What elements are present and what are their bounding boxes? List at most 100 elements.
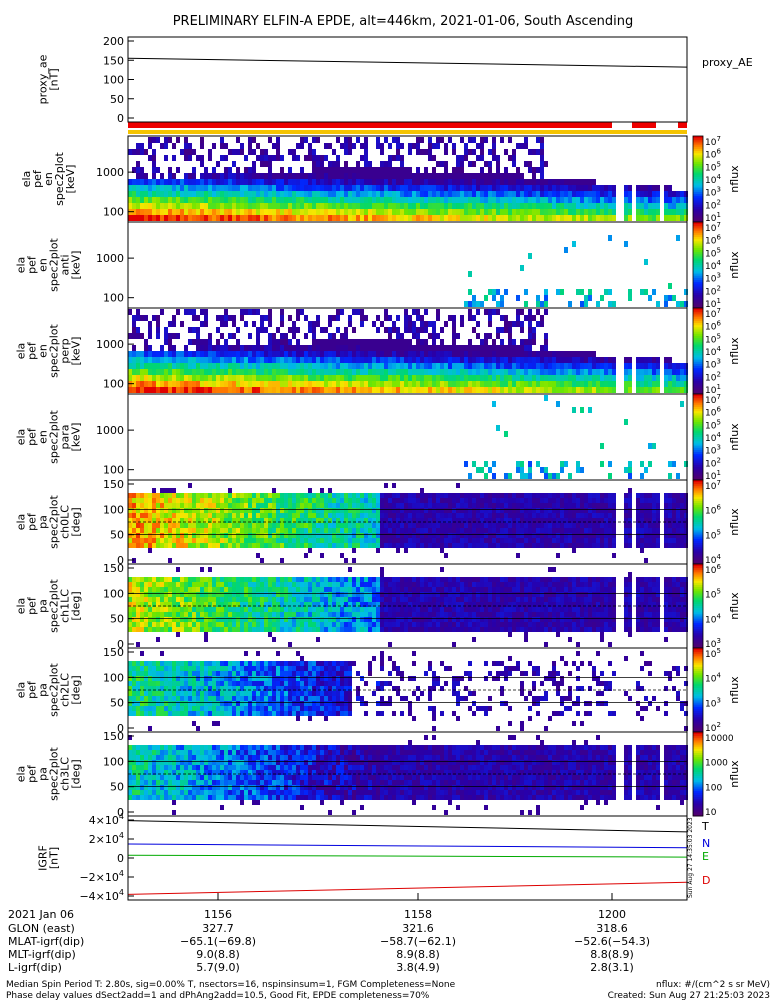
y-label-line: pa (37, 515, 50, 529)
spectrogram-cell (384, 179, 388, 185)
spectrogram-cell (232, 209, 236, 215)
spectrogram-cell (456, 345, 460, 351)
spectrogram-cell (436, 498, 440, 503)
spectrogram-cell (200, 309, 204, 315)
spectrogram-cell (304, 363, 308, 369)
spectrogram-cell (432, 167, 436, 173)
spectrogram-cell (436, 518, 440, 523)
spectrogram-cell (544, 363, 548, 369)
spectrogram-cell (624, 419, 628, 425)
spectrogram-cell (244, 345, 248, 351)
spectrogram-cell (272, 375, 276, 381)
colorbar-tick-label: 107 (705, 135, 721, 148)
spectrogram-cell (476, 179, 480, 185)
spectrogram-cell (420, 137, 424, 143)
spectrogram-cell (144, 173, 148, 179)
spectrogram-cell (260, 351, 264, 357)
spectrogram-cell (540, 155, 544, 161)
spectrogram-cell (500, 493, 504, 498)
spectrogram-cell (552, 351, 556, 357)
spectrogram-cell (420, 518, 424, 523)
spectrogram-cell (524, 185, 528, 191)
spectrogram-cell (296, 315, 300, 321)
spectrogram-cell (540, 543, 544, 548)
data-flag-bar (128, 122, 687, 134)
spectrogram-cell (640, 473, 644, 479)
colorbar-step (693, 517, 703, 521)
spectrogram-cell (568, 363, 572, 369)
spectrogram-cell (460, 179, 464, 185)
spectrogram-cell (628, 289, 632, 295)
spectrogram-cell (648, 363, 652, 369)
spectrogram-cell (492, 503, 496, 508)
spectrogram-cell (328, 191, 332, 197)
spectrogram-cell (564, 215, 568, 221)
colorbar-step (693, 389, 703, 393)
spectrogram-cell (180, 381, 184, 387)
spectrogram-cell (252, 209, 256, 215)
spectrogram-cell (168, 137, 172, 143)
spectrogram-cell (340, 363, 344, 369)
spectrogram-cell (344, 167, 348, 173)
spectrogram-cell (332, 523, 336, 528)
spectrogram-cell (272, 518, 276, 523)
spectrogram-cell (400, 528, 404, 533)
spectrogram-cell (136, 533, 140, 538)
spectrogram-cell (236, 602, 240, 607)
spectrogram-cell (316, 375, 320, 381)
spectrogram-cell (456, 173, 460, 179)
colorbar-step (693, 432, 703, 436)
spectrogram-cell (260, 345, 264, 351)
spectrogram-cell (412, 518, 416, 523)
spectrogram-cell (276, 339, 280, 345)
spectrogram-cell (360, 498, 364, 503)
colorbar-step (693, 480, 703, 483)
spectrogram-cell (264, 215, 268, 221)
spectrogram-cell (224, 622, 228, 627)
spectrogram-cell (220, 315, 224, 321)
spectrogram-cell (264, 191, 268, 197)
spectrogram-cell (232, 173, 236, 179)
spectrogram-cell (592, 528, 596, 533)
spectrogram-cell (296, 179, 300, 185)
spectrogram-cell (636, 518, 640, 523)
colorbar-step (693, 513, 703, 517)
spectrogram-cell (684, 197, 688, 203)
spectrogram-cell (580, 357, 584, 363)
colorbar-step (693, 522, 703, 525)
spectrogram-cell (160, 493, 164, 498)
spectrogram-cell (164, 363, 168, 369)
spectrogram-cell (380, 498, 384, 503)
spectrogram-cell (172, 333, 176, 339)
spectrogram-cell (168, 203, 172, 209)
spectrogram-cell (396, 315, 400, 321)
spectrogram-cell (176, 369, 180, 375)
spectrogram-cell (644, 357, 648, 363)
spectrogram-cell (568, 369, 572, 375)
colorbar-step (693, 426, 703, 429)
spectrogram-cell (348, 528, 352, 533)
spectrogram-cell (208, 209, 212, 215)
spectrogram-cell (232, 508, 236, 513)
spectrogram-cell (552, 493, 556, 498)
spectrogram-cell (204, 387, 208, 393)
spectrogram-cell (348, 143, 352, 149)
spectrogram-cell (428, 518, 432, 523)
spectrogram-cell (284, 503, 288, 508)
spectrogram-cell (140, 185, 144, 191)
spectrogram-cell (576, 381, 580, 387)
spectrogram-cell (496, 425, 500, 431)
spectrogram-cell (148, 538, 152, 543)
spectrogram-cell (468, 197, 472, 203)
spectrogram-cell (556, 351, 560, 357)
colorbar-step (693, 228, 703, 232)
spectrogram-cell (348, 173, 352, 179)
spectrogram-cell (300, 518, 304, 523)
spectrogram-cell (216, 498, 220, 503)
spectrogram-cell (536, 493, 540, 498)
colorbar-tick-label: 105 (705, 246, 721, 259)
spectrogram-cell (600, 508, 604, 513)
spectrogram-cell (524, 143, 528, 149)
spectrogram-cell (672, 191, 676, 197)
spectrogram-cell (216, 602, 220, 607)
